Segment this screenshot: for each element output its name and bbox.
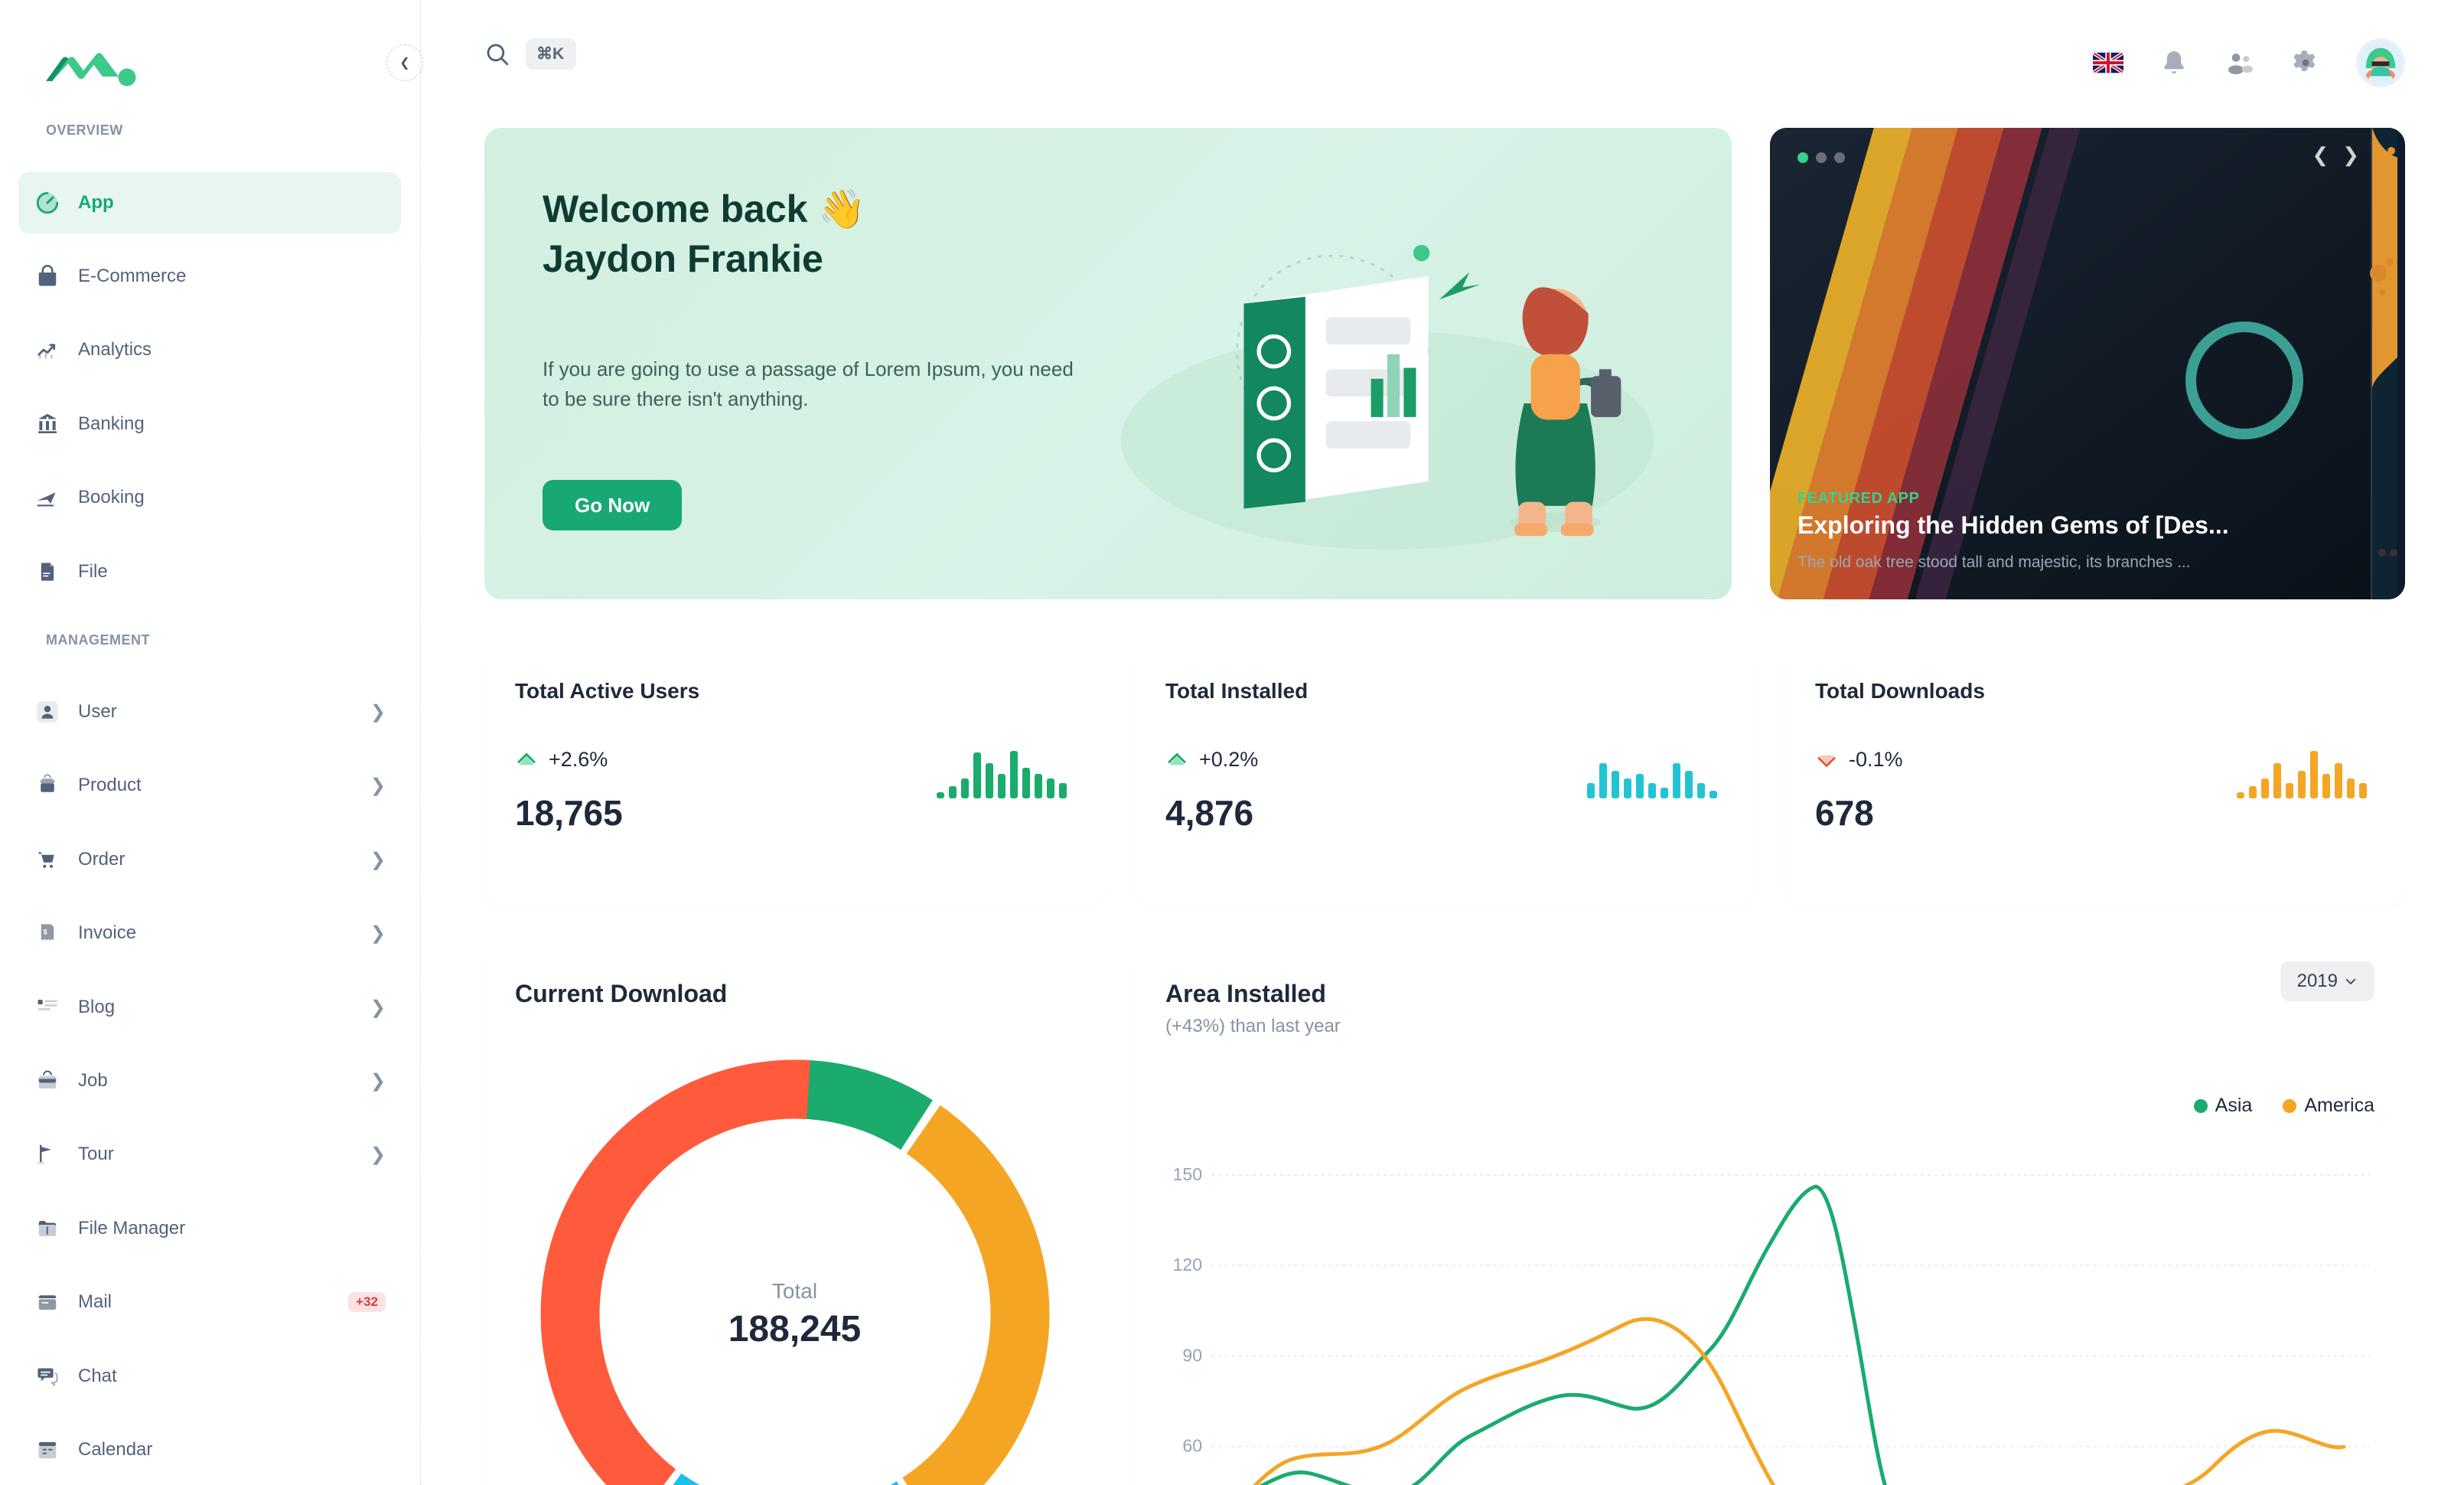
svg-text:120: 120 [1173, 1255, 1202, 1274]
svg-text:$: $ [44, 929, 48, 936]
svg-text:150: 150 [1173, 1164, 1202, 1184]
svg-text:60: 60 [1182, 1435, 1202, 1455]
svg-text:90: 90 [1182, 1345, 1202, 1365]
